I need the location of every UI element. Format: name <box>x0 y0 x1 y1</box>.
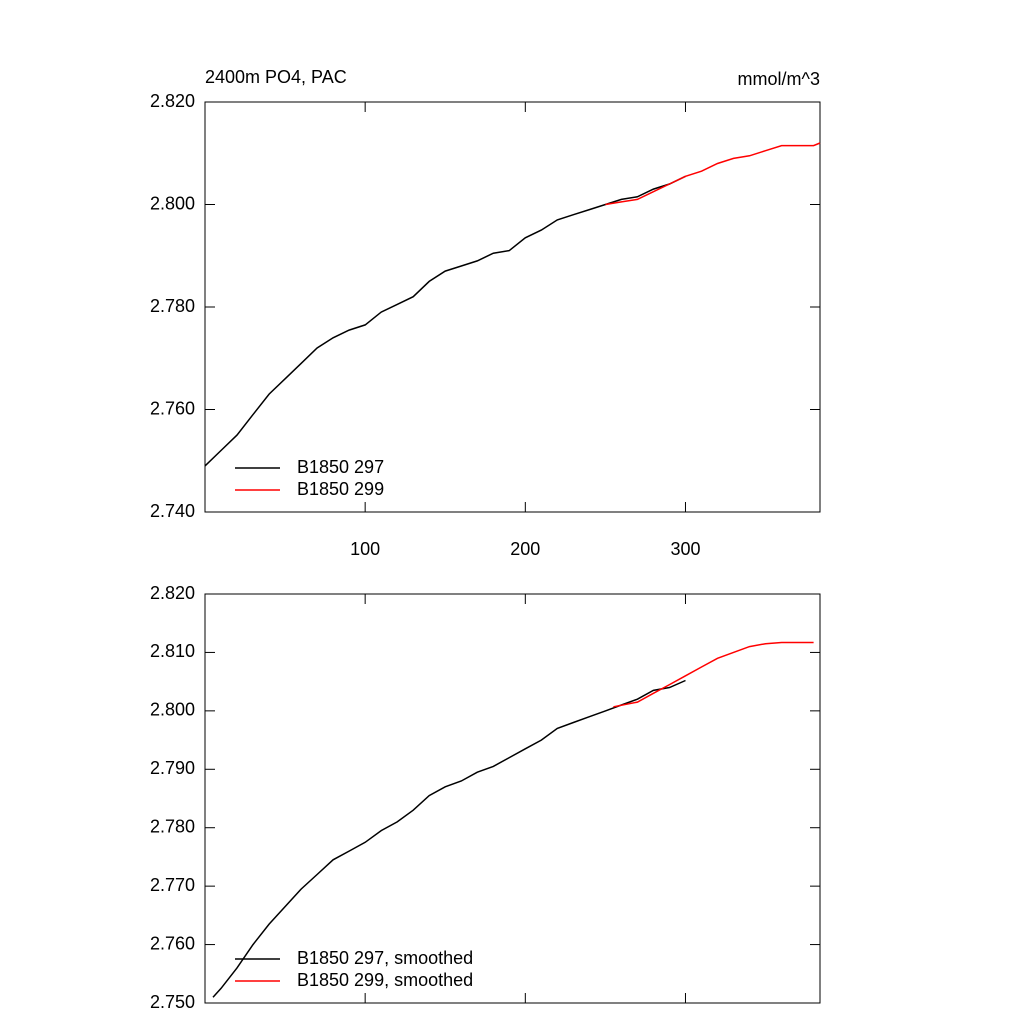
units-label: mmol/m^3 <box>738 69 820 89</box>
chart-title: 2400m PO4, PAC <box>205 67 347 87</box>
plot-frame <box>204 593 821 1004</box>
y-tick-label: 2.780 <box>150 296 195 316</box>
y-tick-label: 2.750 <box>150 992 195 1012</box>
data-line <box>204 175 686 467</box>
legend-label: B1850 299 <box>297 479 384 499</box>
y-tick-label: 2.780 <box>150 816 195 836</box>
y-tick-label: 2.770 <box>150 875 195 895</box>
y-tick-label: 2.800 <box>150 700 195 720</box>
data-line <box>212 679 686 998</box>
x-tick-label: 200 <box>510 539 540 559</box>
y-tick-label: 2.820 <box>150 583 195 603</box>
data-line <box>605 142 821 206</box>
legend-label: B1850 297 <box>297 457 384 477</box>
x-tick-label: 300 <box>670 539 700 559</box>
y-tick-label: 2.760 <box>150 398 195 418</box>
data-line <box>613 641 814 708</box>
y-tick-label: 2.760 <box>150 933 195 953</box>
legend-label: B1850 297, smoothed <box>297 948 473 968</box>
plot-frame <box>204 101 821 513</box>
y-tick-label: 2.820 <box>150 91 195 111</box>
y-tick-label: 2.790 <box>150 758 195 778</box>
y-tick-label: 2.740 <box>150 501 195 521</box>
y-tick-label: 2.800 <box>150 193 195 213</box>
x-tick-label: 100 <box>350 539 380 559</box>
y-tick-label: 2.810 <box>150 641 195 661</box>
legend-label: B1850 299, smoothed <box>297 970 473 990</box>
